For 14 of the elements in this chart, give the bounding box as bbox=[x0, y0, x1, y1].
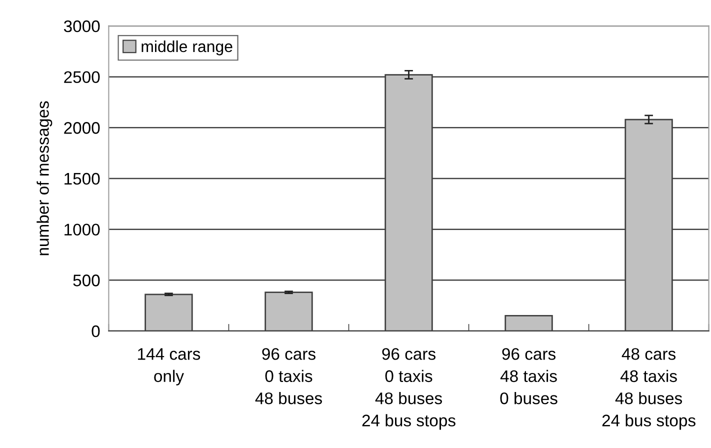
x-tick-label: 48 cars 48 taxis 48 buses 24 bus stops bbox=[602, 348, 696, 430]
y-tick-label: 2000 bbox=[64, 122, 100, 134]
x-tick-label: 96 cars 0 taxis 48 buses bbox=[255, 348, 322, 404]
y-tick-label: 1500 bbox=[64, 172, 100, 185]
y-tick-label: 1000 bbox=[64, 224, 100, 236]
y-tick-label: 0 bbox=[92, 325, 100, 338]
x-tick-label: 96 cars 0 taxis 48 buses 24 bus stops bbox=[362, 348, 456, 430]
y-tick-label: 3000 bbox=[64, 20, 100, 32]
x-tick-label: 96 cars 48 taxis 0 buses bbox=[500, 348, 558, 404]
y-tick-label: 500 bbox=[73, 274, 100, 286]
legend-label: middle range bbox=[142, 40, 232, 56]
x-tick-label: 144 cars only bbox=[138, 348, 200, 386]
y-tick-label: 2500 bbox=[64, 71, 100, 84]
y-axis-title: number of messages bbox=[36, 101, 52, 256]
